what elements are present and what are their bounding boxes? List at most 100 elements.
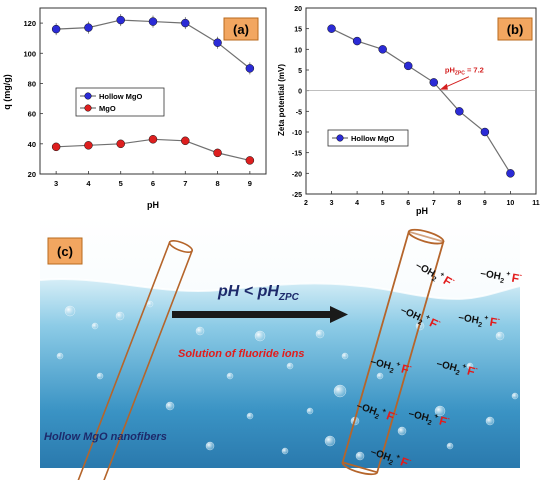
series-line <box>331 28 511 174</box>
legend-a: Hollow MgO MgO <box>75 87 165 117</box>
data-point <box>245 64 255 73</box>
solution-label: Solution of fluoride ions <box>178 348 304 360</box>
x-tick-label: 10 <box>507 200 515 207</box>
y-tick-label: 40 <box>28 140 36 149</box>
data-point <box>378 45 387 54</box>
zpc-sub: ZPC <box>455 71 465 77</box>
oh2-fluoride-pair: –OH2+F- <box>435 355 480 381</box>
x-tick-label: 6 <box>406 200 410 207</box>
bubble <box>96 372 104 380</box>
legend-b: Hollow MgO <box>327 129 409 147</box>
legend-label-hollow-mgo-b: Hollow MgO <box>351 134 394 143</box>
x-tick-label: 6 <box>151 179 155 188</box>
data-point <box>455 107 464 116</box>
data-point <box>327 24 336 33</box>
y-tick-label: 10 <box>294 47 302 54</box>
bubble <box>306 407 314 415</box>
data-point <box>148 17 158 26</box>
panel-label-c: (c) <box>47 237 83 265</box>
bubble <box>485 416 495 426</box>
y-tick-label: 5 <box>298 68 302 75</box>
bubble <box>205 441 215 451</box>
bubble <box>466 362 474 370</box>
bubble <box>333 384 347 398</box>
x-tick-label: 3 <box>54 179 58 188</box>
adsorption-scene: (c) pH < pHZPC Solution of fluoride ions… <box>39 216 523 480</box>
oh2-fluoride-pair: –OH2+F- <box>407 405 452 431</box>
y-tick-label: -15 <box>292 151 302 158</box>
y-axis-label-b: Zeta potential (mV) <box>277 64 286 136</box>
x-tick-label: 11 <box>532 200 540 207</box>
bubble <box>324 435 336 447</box>
y-tick-label: -10 <box>292 130 302 137</box>
bubble <box>434 405 446 417</box>
hollow-fiber-right <box>341 228 445 476</box>
x-axis-label-b: pH <box>416 206 428 216</box>
data-point <box>181 136 190 146</box>
x-tick-label: 2 <box>304 200 308 207</box>
x-tick-label: 9 <box>483 200 487 207</box>
panel-label-b: (b) <box>497 17 533 41</box>
condition-label: pH < pHZPC <box>217 283 300 303</box>
y-tick-label: -20 <box>292 171 302 178</box>
x-tick-label: 7 <box>183 179 187 188</box>
bubble <box>446 442 454 450</box>
y-tick-label: 120 <box>23 19 36 28</box>
x-tick-label: 9 <box>248 179 252 188</box>
x-tick-label: 3 <box>330 200 334 207</box>
y-tick-label: 80 <box>28 79 36 88</box>
data-point <box>245 156 255 165</box>
data-point <box>116 15 125 25</box>
y-tick-label: 20 <box>294 6 302 13</box>
y-tick-label: 0 <box>298 89 302 96</box>
fiber-label: Hollow MgO nanofibers <box>44 431 167 443</box>
svg-text:(b): (b) <box>507 22 524 37</box>
bubble <box>146 300 154 308</box>
x-tick-label: 4 <box>355 200 359 207</box>
zpc-main: pH <box>445 66 455 75</box>
bubble <box>115 311 125 321</box>
data-point <box>84 23 93 32</box>
y-tick-label: -25 <box>292 192 302 199</box>
bubble <box>226 372 234 380</box>
bubbles <box>56 300 519 461</box>
bubble <box>341 352 349 360</box>
bubble <box>254 330 266 342</box>
bubble <box>165 401 175 411</box>
panel-label-a: (a) <box>223 17 259 41</box>
water-surface <box>39 277 521 300</box>
x-tick-label: 8 <box>215 179 219 188</box>
oh2-fluoride-pair: –OH2+F- <box>413 257 457 292</box>
bubble <box>495 331 505 341</box>
legend-label-mgo: MgO <box>99 104 116 113</box>
svg-text:(c): (c) <box>57 244 73 259</box>
zpc-rest: = 7.2 <box>465 66 484 75</box>
chart-a: 20 40 60 80 100 120 3 4 5 6 7 8 9 q (mg/g) pH Hollo… <box>2 7 267 210</box>
data-point <box>352 36 362 46</box>
data-point <box>213 148 222 158</box>
bubble <box>397 426 407 436</box>
hollow-fiber-left <box>76 240 194 480</box>
y-tick-label: 60 <box>28 110 36 119</box>
bubble <box>64 305 76 317</box>
bubble <box>281 447 289 455</box>
data-point <box>116 139 125 149</box>
bubble <box>91 322 99 330</box>
data-point <box>213 38 222 47</box>
bubble <box>286 362 294 370</box>
data-point <box>181 18 190 28</box>
oh2-fluoride-pair: –OH2+F- <box>479 265 523 288</box>
water-body <box>40 278 520 468</box>
legend-label-hollow-mgo: Hollow MgO <box>99 92 142 101</box>
data-point <box>51 24 61 34</box>
oh2-fluoride-pair: –OH2+F- <box>354 398 399 427</box>
bubble <box>511 392 519 400</box>
x-tick-label: 8 <box>457 200 461 207</box>
x-tick-label: 5 <box>119 179 123 188</box>
oh2-fluoride-pair: –OH2+F- <box>457 309 501 332</box>
zpc-annotation: pHZPC = 7.2 <box>439 66 484 90</box>
y-tick-label: 100 <box>23 49 36 58</box>
oh2-fluoride-pair: –OH2+F- <box>369 353 414 379</box>
x-tick-label: 5 <box>381 200 385 207</box>
data-point <box>429 78 439 87</box>
